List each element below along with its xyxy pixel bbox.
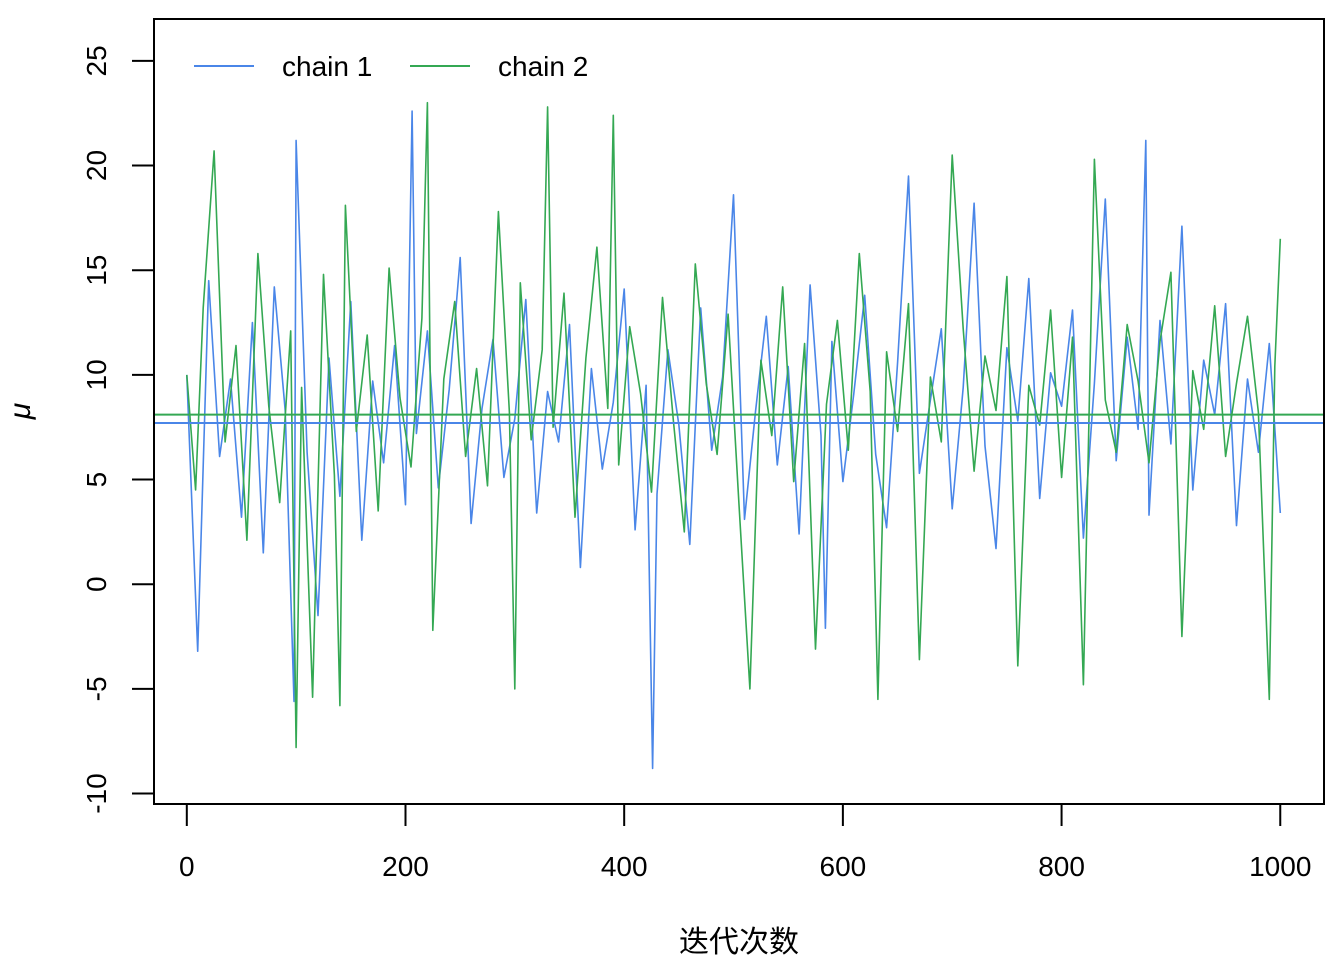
y-tick-label: 5 <box>81 472 112 488</box>
x-tick-label: 200 <box>382 851 429 882</box>
x-axis: 0 200 400 600 800 1000 <box>179 803 1311 882</box>
y-axis: -10 -5 0 5 10 15 20 25 <box>81 45 155 814</box>
x-tick-label: 400 <box>601 851 648 882</box>
mean-lines <box>154 413 1324 425</box>
y-tick-label: 10 <box>81 359 112 390</box>
x-tick-label: 600 <box>820 851 867 882</box>
series-layer <box>186 101 1282 770</box>
legend-label-chain-1: chain 1 <box>282 51 372 82</box>
y-axis-title: μ <box>4 403 37 420</box>
y-tick-label: -10 <box>81 773 112 813</box>
series-line-chain-2 <box>186 101 1282 749</box>
x-tick-label: 800 <box>1038 851 1085 882</box>
x-tick-label: 0 <box>179 851 195 882</box>
y-tick-label: 25 <box>81 45 112 76</box>
x-tick-label: 1000 <box>1249 851 1311 882</box>
legend: chain 1 chain 2 <box>194 51 588 82</box>
y-tick-label: 15 <box>81 255 112 286</box>
legend-label-chain-2: chain 2 <box>498 51 588 82</box>
y-tick-label: -5 <box>81 676 112 701</box>
x-axis-title: 迭代次数 <box>679 926 799 959</box>
y-tick-label: 20 <box>81 150 112 181</box>
y-tick-label: 0 <box>81 576 112 592</box>
